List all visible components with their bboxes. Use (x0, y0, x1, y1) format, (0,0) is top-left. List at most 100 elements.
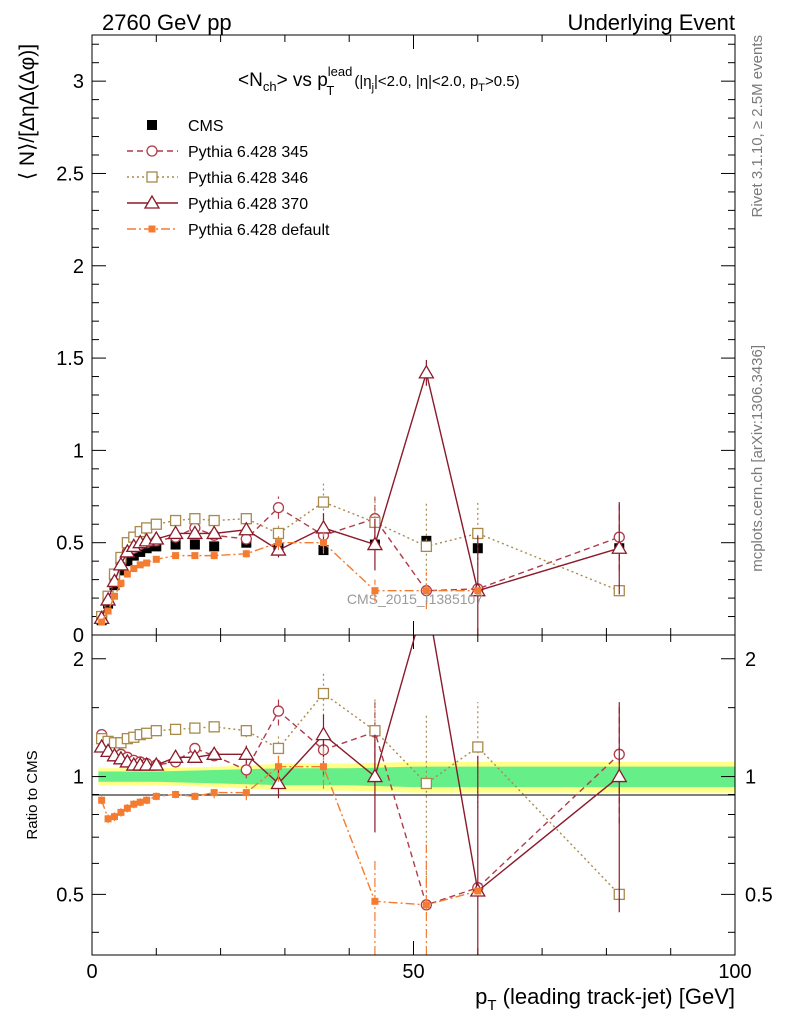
main-point (208, 514, 220, 527)
ratio-point (274, 763, 282, 771)
main-point (240, 533, 252, 545)
title-lhs: <N (238, 70, 263, 91)
ratio-point (138, 756, 155, 771)
legend-marker (146, 145, 158, 157)
legend-entry: Pythia 6.428 346 (127, 170, 308, 187)
main-point (148, 530, 165, 545)
main-line-3 (100, 370, 620, 619)
title-p-sub: T (326, 83, 334, 98)
ratio-point (472, 741, 484, 753)
ratio-point (186, 749, 204, 763)
main-point (611, 539, 628, 554)
main-series-3 (93, 359, 628, 635)
legend-marker (148, 225, 156, 233)
legend-label: Pythia 6.428 default (188, 222, 330, 239)
main-point (274, 539, 282, 547)
cms-uncertainty-band (98, 761, 735, 793)
main-point (186, 525, 204, 540)
legend-entry: Pythia 6.428 345 (127, 144, 308, 161)
main-point (189, 539, 200, 550)
ratio-point (210, 789, 218, 797)
ratio-point (111, 813, 119, 821)
main-point (117, 579, 125, 587)
legend-marker (143, 194, 161, 209)
title-cuts-b-sub: T (478, 82, 485, 94)
main-point (169, 514, 182, 527)
x-axis-label-rest: (leading track-jet) [GeV] (497, 984, 735, 1009)
main-point (371, 587, 379, 595)
title-cuts-c: >0.5) (485, 73, 520, 90)
title-mid: > vs p (277, 70, 328, 91)
ratio-point (152, 792, 160, 800)
ratio-point (143, 796, 151, 804)
main-point (238, 521, 255, 536)
main-ytick-label: 0 (73, 625, 84, 647)
x-axis-label: pT (leading track-jet) [GeV] (475, 984, 735, 1014)
ratio-point (130, 800, 138, 808)
legend-marker (147, 120, 157, 130)
main-point (315, 519, 332, 534)
legend-entry: CMS (147, 118, 224, 135)
ratio-point (611, 768, 628, 783)
ratio-point (371, 897, 379, 905)
ratio-point (141, 727, 153, 739)
main-point (98, 618, 106, 626)
main-point (272, 527, 285, 540)
ratio-point (167, 749, 184, 763)
main-point (418, 364, 435, 379)
ratio-frame (91, 634, 736, 956)
main-ytick-label: 3 (73, 71, 84, 93)
main-point (152, 555, 160, 563)
ratio-point (270, 775, 287, 790)
ratio-ytick-label: 1 (73, 767, 84, 789)
ratio-point (104, 815, 112, 823)
ratio-line-1 (101, 692, 620, 895)
title-lhs-sub: ch (263, 79, 277, 94)
ratio-line-3 (100, 765, 478, 906)
ratio-point (319, 763, 327, 771)
main-point (123, 570, 131, 578)
ratio-point (150, 725, 162, 737)
main-point (122, 556, 133, 567)
ratio-point (206, 746, 223, 760)
main-point (319, 539, 327, 547)
ratio-series-1 (95, 673, 625, 901)
title-p-sup: lead (328, 64, 353, 79)
x-axis-label-p: p (475, 984, 487, 1009)
legend-entry: Pythia 6.428 default (127, 222, 330, 239)
main-panel: 0 0.5 1 1.5 2 2.5 3 <Nch> vs plead T (|ηj|<2.0, … (56, 34, 736, 647)
main-point (210, 552, 218, 560)
ratio-point (238, 746, 255, 760)
main-ylabel: ⟨ N⟩/[ΔηΔ(Δφ)] (16, 44, 39, 180)
main-point (143, 559, 151, 567)
legend-entry: Pythia 6.428 370 (127, 194, 308, 213)
main-point (366, 536, 384, 551)
main-line-4 (101, 541, 478, 623)
ratio-ytick-label-right: 0.5 (745, 884, 773, 906)
xtick-label: 50 (402, 961, 424, 983)
main-point (141, 522, 153, 534)
legend-label: CMS (188, 118, 224, 135)
band-inner (98, 766, 735, 788)
main-ytick-label: 2.5 (56, 163, 84, 185)
legend-label: Pythia 6.428 345 (188, 144, 308, 161)
header-energy: 2760 GeV pp (102, 10, 232, 35)
ratio-point (420, 777, 433, 790)
ratio-series-3 (98, 747, 482, 955)
ratio-point (422, 901, 430, 909)
x-axis-label-sub: T (487, 997, 496, 1014)
ratio-point (240, 764, 252, 776)
ratio-ticks: 0.5 0.5 1 1 2 2 0 50 100 (56, 635, 773, 983)
legend-label: Pythia 6.428 346 (188, 170, 308, 187)
main-point (206, 525, 223, 540)
ratio-point (240, 725, 252, 737)
main-point (172, 552, 180, 560)
ratio-ytick-label: 0.5 (56, 884, 84, 906)
main-point (111, 592, 119, 600)
legend: CMS Pythia 6.428 345 Pythia 6.428 346 Pythi… (127, 118, 330, 239)
main-point (272, 501, 285, 514)
mcplots-label: mcplots.cern.ch [arXiv:1306.3436] (749, 345, 766, 572)
ratio-panel: 0.5 0.5 1 1 2 2 0 50 100 (56, 634, 773, 983)
ratio-ytick-label-right: 2 (745, 649, 756, 671)
